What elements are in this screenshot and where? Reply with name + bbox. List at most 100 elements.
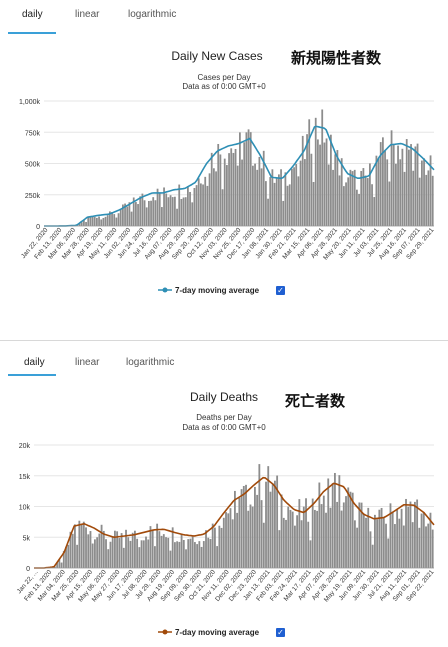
bar	[412, 522, 414, 568]
bar	[428, 170, 430, 226]
bar	[105, 217, 107, 226]
bar	[239, 132, 241, 226]
bar	[421, 161, 423, 226]
bar	[298, 176, 300, 226]
bar	[360, 171, 362, 226]
bar	[234, 491, 236, 568]
bar	[372, 545, 374, 568]
bar	[78, 521, 80, 568]
y-tick-label: 1,000k	[19, 99, 41, 106]
bar	[403, 526, 405, 568]
bar	[198, 178, 200, 226]
bar	[223, 518, 225, 568]
legend: 7-day moving average	[158, 286, 260, 295]
chart-subtitle: Deaths per Day	[196, 413, 252, 422]
bar	[92, 544, 94, 568]
bar	[198, 541, 200, 568]
bar	[90, 531, 92, 568]
bar	[245, 485, 247, 568]
bar	[143, 540, 145, 568]
bar	[157, 189, 159, 226]
bar	[207, 186, 209, 226]
bar	[389, 182, 391, 226]
bar	[200, 183, 202, 226]
bar	[161, 207, 163, 226]
bar	[354, 170, 356, 226]
legend: 7-day moving average	[158, 628, 260, 637]
bar	[112, 536, 114, 568]
bar	[341, 511, 343, 568]
bar	[136, 539, 138, 568]
bar	[243, 486, 245, 568]
bar	[261, 500, 263, 568]
bar	[67, 545, 69, 568]
bar	[427, 524, 429, 568]
bar	[425, 175, 427, 226]
bar	[202, 184, 204, 226]
bar	[292, 512, 294, 568]
bar	[172, 197, 174, 226]
y-tick-label: 500k	[25, 162, 41, 169]
bar	[256, 495, 258, 568]
bar	[386, 159, 388, 226]
bar	[129, 202, 131, 226]
bar	[134, 531, 136, 568]
bar	[356, 190, 358, 226]
chart-title-japanese: 死亡者数	[285, 392, 346, 410]
legend-checkbox[interactable]: ✓	[276, 628, 285, 637]
bar	[192, 537, 194, 568]
bar	[365, 176, 367, 226]
bar	[367, 178, 369, 226]
bar	[228, 153, 230, 226]
bar	[94, 217, 96, 226]
bar	[265, 482, 267, 568]
bar	[61, 563, 63, 568]
bar	[385, 524, 387, 568]
bar	[131, 212, 133, 226]
bar	[384, 151, 386, 226]
bar	[306, 134, 308, 226]
bar	[402, 149, 404, 226]
bar	[358, 502, 360, 568]
bar	[225, 512, 227, 568]
bar	[295, 164, 297, 226]
bar	[142, 194, 144, 226]
bar	[217, 144, 219, 226]
bar	[314, 510, 316, 568]
bar	[247, 511, 249, 568]
bar	[328, 165, 330, 226]
bar	[337, 150, 339, 226]
bar	[285, 172, 287, 226]
bar	[374, 515, 376, 568]
bar	[269, 177, 271, 226]
bar	[406, 139, 408, 226]
legend-label: 7-day moving average	[175, 286, 260, 295]
bar	[382, 137, 384, 226]
bar	[107, 549, 109, 568]
bar	[74, 524, 76, 568]
bar	[165, 194, 167, 227]
bar	[417, 144, 419, 226]
legend-checkbox[interactable]: ✓	[276, 286, 285, 295]
bar	[155, 200, 157, 226]
bar	[254, 164, 256, 226]
bar	[209, 173, 211, 226]
bar	[354, 520, 356, 568]
bar	[216, 546, 218, 568]
bar	[191, 202, 193, 226]
bar	[189, 192, 191, 226]
bar	[76, 545, 78, 568]
bar	[410, 502, 412, 568]
bar	[376, 519, 378, 568]
bar	[170, 551, 172, 568]
legend-dot-marker	[163, 630, 168, 635]
bar	[222, 189, 224, 226]
bar	[98, 534, 100, 568]
bar	[276, 178, 278, 226]
bar	[311, 154, 313, 226]
bar	[187, 186, 189, 226]
bar	[347, 487, 349, 568]
bar	[116, 218, 118, 226]
bar	[324, 143, 326, 226]
